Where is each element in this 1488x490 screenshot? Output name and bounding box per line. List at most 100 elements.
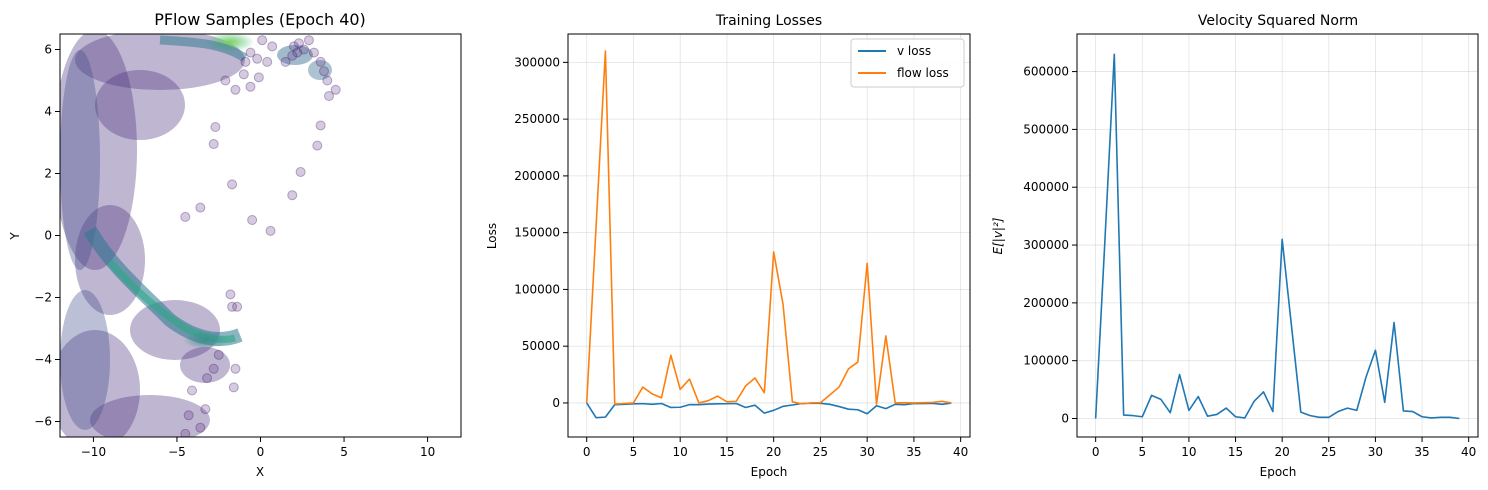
- scatter-point: [195, 202, 206, 213]
- scatter-point: [227, 301, 238, 312]
- scatter-point: [208, 139, 219, 150]
- scatter-point: [280, 56, 291, 67]
- velocity-x-tick-label: 20: [1275, 445, 1290, 459]
- scatter-point: [267, 41, 278, 52]
- scatter-y-tick-label: −4: [34, 353, 52, 367]
- scatter-y-label: Y: [8, 232, 22, 241]
- losses-y-tick-label: 200000: [514, 169, 560, 183]
- velocity-series-line-0: [1094, 53, 1460, 420]
- velocity-y-tick-label: 500000: [1023, 122, 1069, 136]
- scatter-point: [287, 190, 298, 201]
- scatter-y-tick-label: −6: [34, 415, 52, 429]
- scatter-point: [220, 75, 231, 86]
- velocity-x-tick-label: 10: [1181, 445, 1196, 459]
- scatter-point: [195, 422, 206, 433]
- scatter-point: [324, 91, 335, 101]
- scatter-point: [245, 47, 256, 58]
- velocity-panel: Velocity Squared Norm 0 5 10 15 20 25 30 35 40 0…: [991, 13, 1479, 479]
- losses-y-tick-label: 250000: [514, 112, 560, 126]
- velocity-y-tick-label: 200000: [1023, 296, 1069, 310]
- scatter-point: [308, 47, 319, 58]
- velocity-x-tick-label: 5: [1138, 445, 1146, 459]
- scatter-x-tick-label: 10: [420, 445, 435, 459]
- velocity-y-label: E[|v|²]: [991, 217, 1005, 254]
- velocity-y-axis: 0 100000 200000 300000 400000 500000 600000: [1023, 65, 1077, 425]
- losses-x-tick-label: 15: [719, 445, 734, 459]
- scatter-point: [287, 50, 298, 61]
- losses-y-tick-label: 150000: [514, 226, 560, 240]
- scatter-point: [183, 410, 194, 421]
- scatter-point: [238, 69, 249, 80]
- scatter-point: [210, 122, 221, 132]
- losses-x-tick-label: 40: [953, 445, 968, 459]
- scatter-point: [253, 72, 264, 83]
- scatter-point: [330, 84, 341, 95]
- velocity-title: Velocity Squared Norm: [1198, 13, 1358, 29]
- scatter-point: [312, 140, 323, 151]
- velocity-y-tick-label: 300000: [1023, 238, 1069, 252]
- scatter-point: [180, 428, 191, 437]
- scatter-point: [295, 166, 306, 177]
- velocity-x-tick-label: 30: [1368, 445, 1383, 459]
- scatter-point: [186, 385, 197, 396]
- velocity-y-tick-label: 100000: [1023, 354, 1069, 368]
- losses-y-axis: 0 50000 100000 150000 200000 250000 300000: [514, 55, 568, 410]
- scatter-point: [298, 44, 309, 55]
- scatter-panel: PFlow Samples (Epoch 40): [8, 10, 462, 479]
- losses-y-tick-label: 50000: [522, 339, 560, 353]
- losses-x-axis: 0 5 10 15 20 25 30 35 40: [583, 437, 968, 459]
- scatter-point: [230, 363, 241, 374]
- losses-panel: Training Losses 0 5 10 15 20 25 30 35 40 0 50000 1…: [485, 13, 971, 479]
- scatter-point: [315, 120, 326, 131]
- losses-plot-frame: [567, 33, 971, 438]
- scatter-y-tick-label: 6: [44, 43, 52, 57]
- scatter-point: [303, 35, 314, 46]
- scatter-point: [257, 35, 268, 46]
- losses-series-line-1: [585, 50, 952, 405]
- scatter-point: [213, 349, 224, 360]
- losses-x-label: Epoch: [751, 465, 788, 479]
- losses-y-tick-label: 0: [552, 396, 560, 410]
- scatter-points: [180, 35, 341, 437]
- scatter-y-tick-label: 2: [44, 167, 52, 181]
- scatter-point: [315, 56, 326, 67]
- losses-legend: v loss flow loss: [850, 38, 965, 88]
- velocity-y-tick-label: 400000: [1023, 180, 1069, 194]
- scatter-point: [265, 225, 276, 236]
- scatter-y-tick-label: 0: [44, 229, 52, 243]
- losses-grid: [568, 34, 970, 437]
- scatter-point: [200, 404, 211, 415]
- scatter-point: [288, 41, 299, 52]
- scatter-point: [292, 47, 303, 58]
- velocity-y-tick-label: 0: [1061, 411, 1069, 425]
- velocity-x-tick-label: 15: [1228, 445, 1243, 459]
- losses-title: Training Losses: [715, 13, 822, 29]
- scatter-y-tick-label: −2: [34, 291, 52, 305]
- losses-y-tick-label: 100000: [514, 282, 560, 296]
- scatter-point: [225, 289, 236, 300]
- scatter-point: [180, 211, 191, 222]
- scatter-point: [230, 84, 241, 95]
- legend-v-loss-label: v loss: [897, 44, 931, 58]
- losses-x-tick-label: 35: [906, 445, 921, 459]
- scatter-point: [293, 38, 304, 49]
- scatter-point: [227, 179, 238, 190]
- scatter-point: [232, 301, 243, 312]
- scatter-x-axis: −10 −5 0 5 10: [81, 437, 435, 459]
- losses-x-tick-label: 20: [766, 445, 781, 459]
- losses-series-line-0: [586, 402, 952, 419]
- losses-x-tick-label: 25: [813, 445, 828, 459]
- scatter-point: [202, 373, 213, 384]
- scatter-y-tick-label: 4: [44, 105, 52, 119]
- velocity-x-label: Epoch: [1260, 465, 1297, 479]
- velocity-x-tick-label: 25: [1321, 445, 1336, 459]
- losses-y-tick-label: 300000: [514, 55, 560, 69]
- scatter-density: [60, 34, 341, 437]
- losses-x-tick-label: 5: [630, 445, 638, 459]
- scatter-point: [262, 56, 273, 67]
- scatter-x-tick-label: −10: [81, 445, 106, 459]
- losses-x-tick-label: 0: [583, 445, 591, 459]
- scatter-point: [240, 56, 251, 67]
- scatter-point: [322, 75, 333, 86]
